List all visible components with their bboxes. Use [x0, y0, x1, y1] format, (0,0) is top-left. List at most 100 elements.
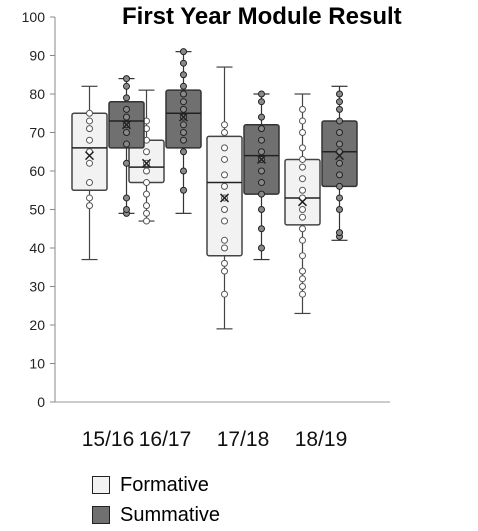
data-point: [299, 129, 306, 136]
data-point: [180, 48, 187, 56]
data-point: [123, 194, 130, 202]
data-point: [123, 140, 130, 148]
mean-marker: [84, 151, 95, 161]
data-point: [143, 190, 150, 198]
data-point: [299, 283, 306, 290]
data-point: [336, 98, 343, 106]
data-point: [258, 225, 265, 233]
data-point: [180, 71, 187, 79]
legend-swatch-formative: [92, 476, 110, 494]
data-point: [180, 105, 187, 113]
data-point: [258, 90, 265, 98]
data-point: [86, 109, 93, 117]
data-point: [299, 163, 306, 171]
y-tick-label: 80: [29, 86, 45, 102]
data-point: [299, 117, 306, 125]
mean-marker: [297, 197, 308, 207]
data-point: [336, 182, 343, 190]
y-tick-label: 0: [37, 394, 45, 410]
data-point: [180, 186, 187, 194]
x-category-label: 17/18: [217, 428, 270, 451]
data-point: [221, 259, 228, 267]
mean-marker: [256, 154, 267, 164]
data-point: [180, 90, 187, 98]
y-tick-label: 40: [29, 240, 45, 256]
data-point: [86, 202, 93, 210]
legend-label-summative: Summative: [120, 503, 221, 526]
data-point: [86, 159, 93, 167]
data-point: [299, 105, 306, 113]
y-tick-label: 70: [29, 125, 45, 141]
data-point: [299, 225, 306, 233]
data-point: [299, 252, 306, 260]
data-point: [123, 94, 130, 102]
data-point: [336, 159, 343, 167]
data-point: [336, 105, 343, 113]
mean-marker: [334, 151, 345, 161]
data-point: [299, 290, 306, 298]
data-point: [221, 267, 228, 275]
data-point: [221, 244, 228, 252]
data-point: [258, 136, 265, 144]
data-point: [299, 186, 306, 194]
legend-label-formative: Formative: [120, 473, 209, 496]
legend-item-formative: Formative: [92, 470, 220, 500]
data-point: [143, 202, 150, 210]
data-point: [299, 275, 306, 283]
data-point: [123, 113, 130, 121]
legend-item-summative: Summative: [92, 500, 220, 530]
data-point: [336, 194, 343, 202]
data-point: [143, 148, 150, 156]
data-point: [86, 117, 93, 125]
data-point: [336, 171, 343, 179]
data-point: [123, 75, 130, 83]
data-point: [221, 236, 228, 244]
y-tick-label: 100: [22, 9, 46, 25]
data-point: [221, 144, 228, 152]
y-tick-label: 10: [29, 356, 45, 372]
data-point: [86, 194, 93, 202]
x-category-label: 15/16: [82, 428, 135, 451]
data-point: [258, 190, 265, 198]
data-point: [123, 129, 130, 136]
data-point: [258, 167, 265, 175]
data-point: [258, 113, 265, 121]
data-point: [221, 171, 228, 179]
data-point: [86, 125, 93, 133]
y-tick-label: 30: [29, 279, 45, 295]
data-point: [143, 167, 150, 175]
data-point: [258, 206, 265, 213]
data-point: [180, 121, 187, 129]
data-point: [336, 206, 343, 213]
data-point: [123, 159, 130, 167]
chart-title: First Year Module Result: [122, 3, 402, 30]
data-point: [180, 82, 187, 90]
data-point: [123, 82, 130, 90]
data-point: [336, 90, 343, 98]
mean-marker: [178, 112, 189, 122]
data-point: [221, 182, 228, 190]
data-point: [299, 236, 306, 244]
data-point: [336, 117, 343, 125]
data-point: [299, 206, 306, 213]
data-point: [180, 98, 187, 106]
data-point: [299, 267, 306, 275]
legend-swatch-summative: [92, 506, 110, 524]
legend: Formative Summative: [92, 470, 220, 530]
x-category-label: 18/19: [295, 428, 348, 451]
y-tick-label: 90: [29, 48, 45, 64]
data-point: [299, 213, 306, 221]
data-point: [299, 155, 306, 163]
data-point: [221, 121, 228, 129]
data-point: [221, 206, 228, 213]
data-point: [258, 98, 265, 106]
data-point: [336, 140, 343, 148]
data-point: [258, 179, 265, 187]
mean-marker: [121, 120, 132, 130]
data-point: [86, 179, 93, 187]
x-category-label: 16/17: [139, 428, 192, 451]
data-point: [221, 129, 228, 136]
data-point: [221, 290, 228, 298]
data-point: [180, 129, 187, 136]
